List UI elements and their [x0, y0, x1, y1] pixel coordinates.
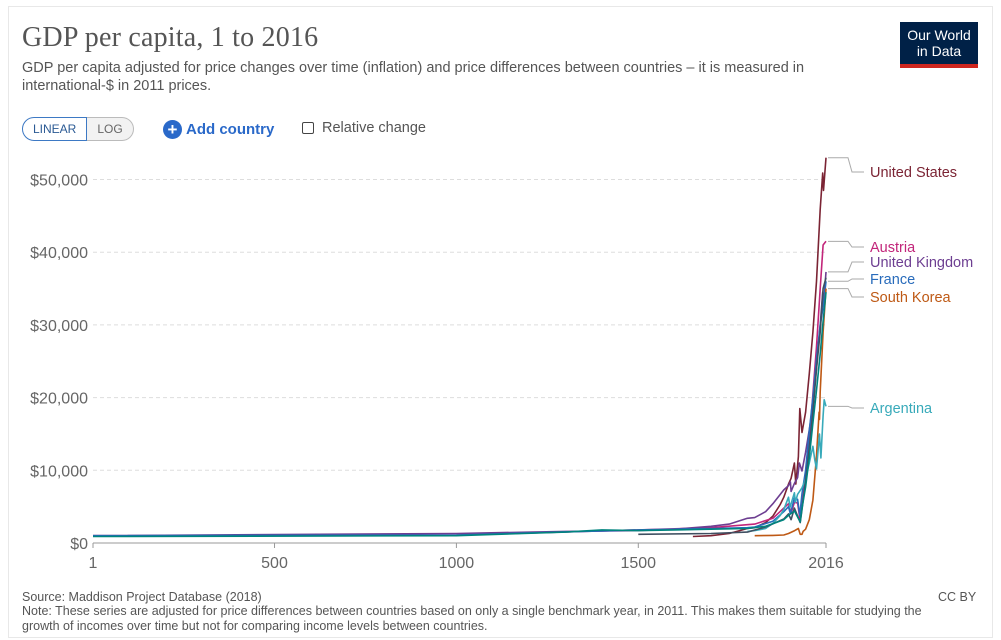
series-line-austria: [92, 240, 827, 537]
label-connector: [828, 278, 864, 282]
scale-toggle: LINEAR LOG: [22, 117, 134, 141]
log-scale-button[interactable]: LOG: [87, 117, 134, 141]
relative-change-label: Relative change: [322, 120, 426, 136]
label-connector: [828, 261, 864, 273]
owid-logo[interactable]: Our World in Data: [900, 22, 978, 68]
series-line-france: [92, 281, 827, 537]
chart-subtitle: GDP per capita adjusted for price change…: [22, 60, 805, 94]
plus-circle-icon: +: [163, 119, 182, 139]
label-connector: [828, 288, 864, 298]
series-line-argentina: [747, 399, 827, 533]
source-text[interactable]: Source: Maddison Project Database (2018): [22, 590, 262, 604]
y-tick-label: $20,000: [30, 391, 88, 408]
logo-line-1: Our World: [907, 27, 971, 43]
note-text: Note: These series are adjusted for pric…: [22, 604, 922, 633]
relative-change-toggle[interactable]: Relative change: [302, 120, 426, 136]
x-tick-label: 1500: [620, 555, 656, 572]
series-label[interactable]: United States: [870, 165, 957, 181]
label-connector: [828, 240, 864, 248]
chart-title: GDP per capita, 1 to 2016: [22, 22, 319, 53]
y-tick-label: $40,000: [30, 245, 88, 262]
add-country-label: Add country: [186, 120, 275, 138]
linear-scale-button[interactable]: LINEAR: [22, 117, 88, 141]
series-label[interactable]: South Korea: [870, 290, 952, 306]
series-line: [92, 292, 827, 538]
series-line-south-korea: [754, 288, 827, 537]
relative-change-checkbox[interactable]: [302, 122, 314, 134]
series-line-united-kingdom: [92, 271, 827, 537]
x-tick-label: 1: [89, 555, 98, 572]
license-text[interactable]: CC BY: [938, 590, 977, 604]
y-tick-label: $10,000: [30, 463, 88, 480]
y-tick-label: $0: [70, 536, 88, 553]
series-label[interactable]: Austria: [870, 240, 916, 256]
label-connector: [828, 157, 864, 173]
x-tick-label: 2016: [808, 555, 844, 572]
series-label[interactable]: France: [870, 272, 915, 288]
label-connector: [828, 405, 864, 409]
x-tick-label: 1000: [439, 555, 475, 572]
series-label[interactable]: Argentina: [870, 401, 933, 417]
add-country-button[interactable]: + Add country: [163, 118, 274, 140]
series-label[interactable]: United Kingdom: [870, 255, 973, 271]
y-tick-label: $30,000: [30, 318, 88, 335]
x-tick-label: 500: [261, 555, 288, 572]
logo-line-2: in Data: [916, 43, 962, 59]
y-tick-label: $50,000: [30, 173, 88, 190]
